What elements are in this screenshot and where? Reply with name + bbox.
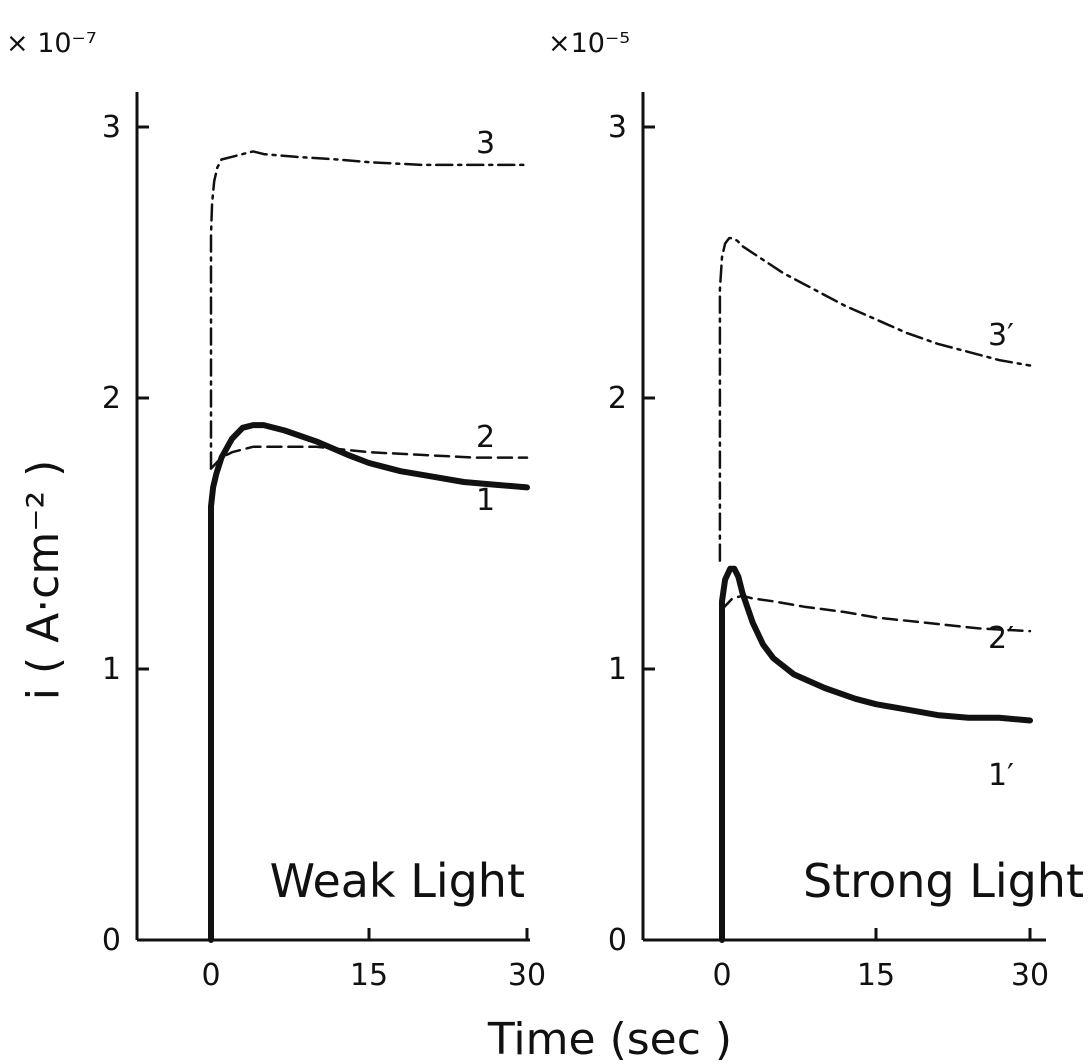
- curve-label-3-prime: 3′: [988, 318, 1014, 353]
- panel-title-right: Strong Light: [803, 854, 1084, 908]
- curve-label-2-prime: 2′: [988, 621, 1014, 656]
- series-line-solid-thick: [208, 422, 530, 943]
- y-ticks-right: 0 1 2 3: [608, 110, 655, 958]
- x-tick-label: 30: [508, 958, 546, 993]
- x-tick-label: 15: [857, 958, 895, 993]
- y-ticks-left: 0 1 2 3: [102, 110, 149, 958]
- y-scale-label-left: × 10⁻⁷: [6, 28, 97, 59]
- y-tick-label: 3: [102, 110, 121, 145]
- x-tick-label: 0: [712, 958, 731, 993]
- y-tick-label: 1: [102, 652, 121, 687]
- series-line-dashed: [720, 594, 1032, 633]
- y-tick-label: 3: [608, 110, 627, 145]
- series-group-left: [208, 150, 530, 943]
- y-axis-title: i ( A·cm⁻² ): [18, 460, 69, 701]
- y-scale-label-right: ×10⁻⁵: [548, 28, 630, 59]
- curve-label-3: 3: [476, 126, 495, 161]
- panel-title-left: Weak Light: [270, 854, 525, 908]
- series-group-right: [718, 236, 1033, 943]
- curve-label-1: 1: [476, 483, 495, 518]
- series-line-dashed: [209, 445, 529, 470]
- series-line-dash-dot: [209, 150, 529, 470]
- series-line-dash-dot: [718, 236, 1032, 562]
- y-tick-label: 0: [102, 923, 121, 958]
- x-ticks-right: 0 15 30: [712, 928, 1049, 993]
- y-tick-label: 1: [608, 652, 627, 687]
- x-tick-label: 15: [350, 958, 388, 993]
- series-line-solid-thick: [719, 565, 1033, 943]
- y-tick-label: 2: [608, 381, 627, 416]
- chart-panel-right: ×10⁻⁵ 0 1 2 3 0 15 30 3′ 2′ 1′ Strong Light: [548, 28, 1084, 993]
- y-tick-label: 2: [102, 381, 121, 416]
- x-ticks-left: 0 15 30: [201, 928, 546, 993]
- x-tick-label: 0: [201, 958, 220, 993]
- x-tick-label: 30: [1011, 958, 1049, 993]
- y-tick-label: 0: [608, 923, 627, 958]
- chart-panel-left: × 10⁻⁷ 0 1 2 3 0 15 30 3 2 1 Weak Light: [6, 28, 546, 993]
- curve-label-2: 2: [476, 420, 495, 455]
- curve-label-1-prime: 1′: [988, 758, 1014, 793]
- x-axis-title: Time (sec ): [487, 1014, 732, 1064]
